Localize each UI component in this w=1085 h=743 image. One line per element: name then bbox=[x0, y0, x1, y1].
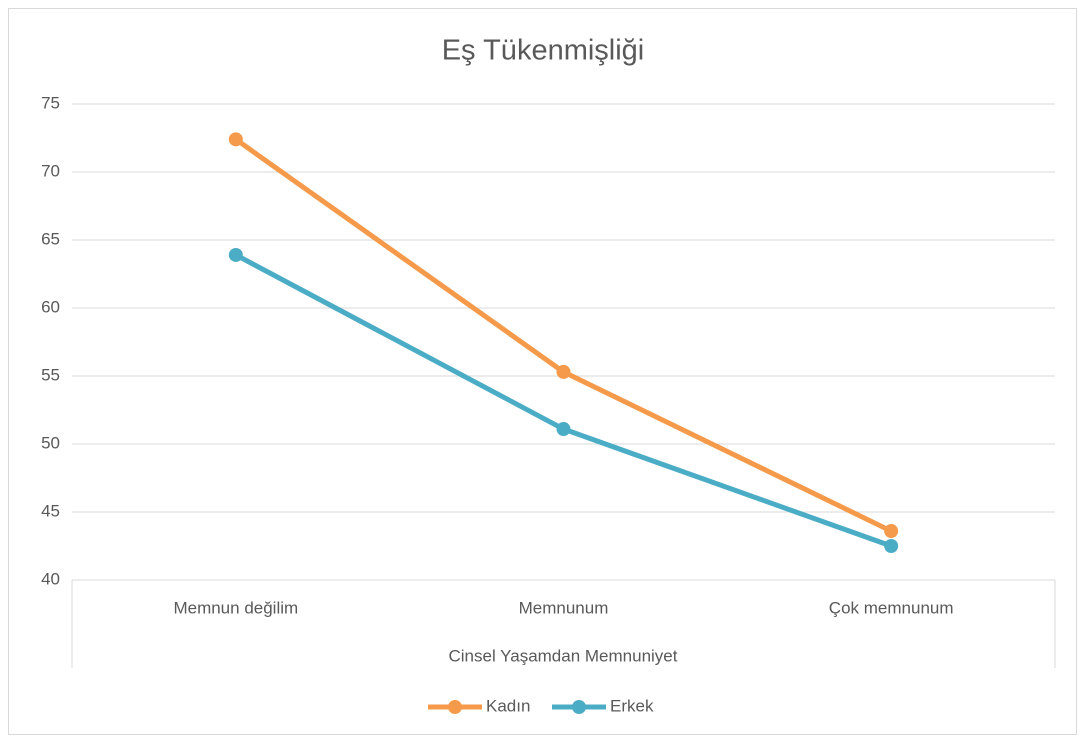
point bbox=[228, 247, 243, 262]
x-tick-label: Çok memnunum bbox=[829, 598, 954, 617]
legend-label: Kadın bbox=[486, 696, 530, 715]
y-tick-label: 45 bbox=[41, 501, 60, 520]
x-tick-label: Memnun değilim bbox=[173, 598, 298, 617]
chart-title: Eş Tükenmişliği bbox=[442, 35, 645, 67]
point bbox=[556, 422, 571, 437]
x-tick-label: Memnunum bbox=[519, 598, 609, 617]
y-tick-label: 65 bbox=[41, 229, 60, 248]
y-tick-label: 70 bbox=[41, 161, 60, 180]
y-tick-label: 60 bbox=[41, 297, 60, 316]
legend-marker bbox=[572, 700, 586, 714]
point bbox=[884, 524, 899, 539]
chart-border bbox=[8, 8, 1077, 735]
y-tick-label: 40 bbox=[41, 569, 60, 588]
y-tick-label: 55 bbox=[41, 365, 60, 384]
y-tick-label: 75 bbox=[41, 93, 60, 112]
point bbox=[884, 539, 899, 553]
y-tick-label: 50 bbox=[41, 433, 60, 452]
point bbox=[556, 364, 571, 379]
point bbox=[228, 132, 243, 147]
legend-marker bbox=[448, 700, 462, 714]
x-axis-label: Cinsel Yaşamdan Memnuniyet bbox=[449, 646, 678, 665]
legend-label: Erkek bbox=[610, 696, 654, 715]
